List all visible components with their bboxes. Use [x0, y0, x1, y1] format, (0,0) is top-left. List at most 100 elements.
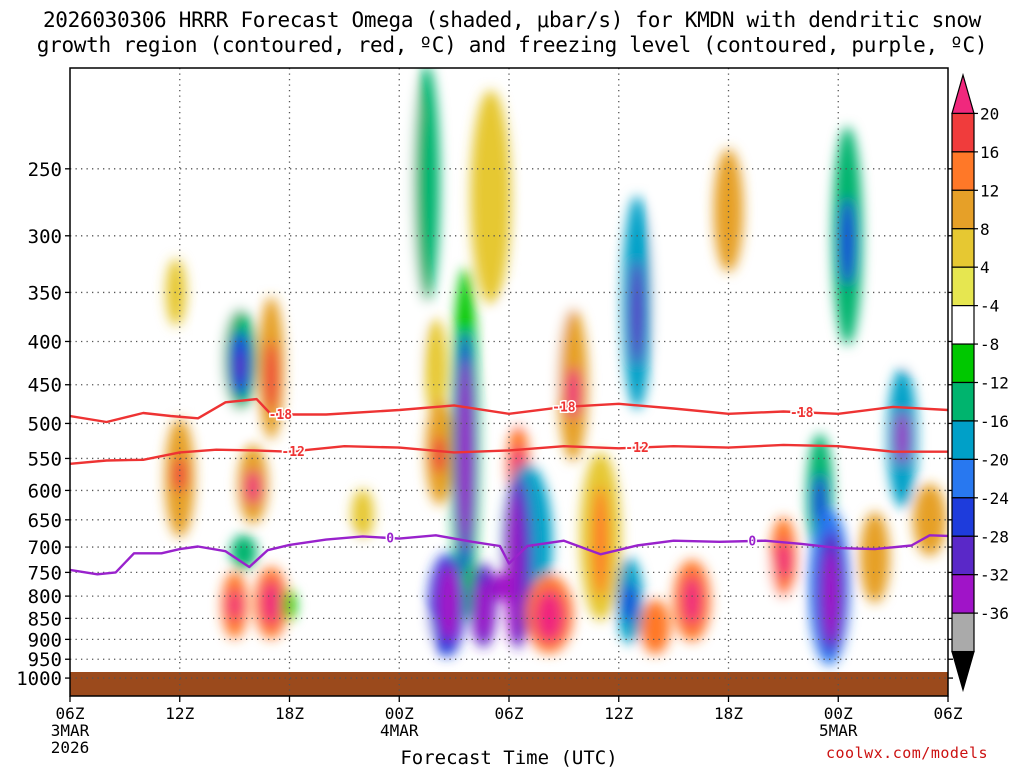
omega-cell [432, 436, 447, 474]
omega-cell [230, 534, 257, 570]
omega-cell [623, 582, 637, 623]
omega-cell [173, 456, 187, 493]
y-tick-label: 700 [28, 537, 62, 559]
omega-cell [424, 318, 447, 418]
omega-cell [713, 148, 744, 273]
colorbar-segment [951, 305, 975, 345]
x-tick-label: 12Z [165, 704, 194, 723]
x-tick-year: 2026 [51, 738, 90, 757]
temperature-contours: -18 -18 -18 -12 -12 0 0 [70, 397, 948, 576]
y-tick-label: 550 [28, 448, 62, 470]
omega-cell [630, 260, 644, 365]
y-axis: 2503003504004505005506006507007508008509… [16, 159, 953, 690]
colorbar-label: -36 [980, 604, 1009, 623]
omega-cell [534, 590, 565, 643]
colorbar-segment [951, 228, 975, 268]
omega-cell [895, 106, 928, 366]
colorbar: 20 16 12 8 4 -4 -8 -12 -16 -20 -24 -28 -32 -36 [951, 72, 1009, 693]
colorbar-label: -24 [980, 489, 1009, 508]
omega-cell [497, 291, 539, 428]
omega-cell [823, 550, 839, 642]
x-tick-date: 4MAR [380, 721, 419, 740]
omega-cell [234, 351, 246, 382]
colorbar-arrow-top [951, 72, 975, 115]
colorbar-segment [951, 151, 975, 191]
colorbar-segment [951, 343, 975, 384]
colorbar-segment [951, 381, 975, 422]
colorbar-label: -8 [980, 335, 999, 354]
y-tick-label: 450 [28, 375, 62, 397]
omega-field [88, 68, 947, 666]
y-tick-label: 400 [28, 331, 62, 353]
omega-cell [534, 68, 576, 395]
contour-label: 0 [386, 532, 394, 547]
omega-cell [913, 483, 947, 556]
colorbar-label: 20 [980, 104, 999, 123]
x-tick-label: 18Z [275, 704, 304, 723]
contour-line--18 [70, 397, 948, 424]
x-tick-label: 06Z [56, 704, 85, 723]
colorbar-segment [951, 612, 975, 653]
omega-cell [365, 610, 434, 652]
y-tick-label: 950 [28, 649, 62, 671]
y-tick-label: 750 [28, 562, 62, 584]
colorbar-segment [951, 420, 975, 460]
contour-label: -18 [552, 400, 576, 415]
omega-cell [490, 573, 513, 601]
contour-label: -18 [790, 406, 814, 421]
colorbar-label: -12 [980, 374, 1009, 393]
omega-cell [264, 340, 278, 412]
contour-label: -12 [625, 441, 648, 456]
contour-line--12 [70, 443, 948, 465]
contour-label: -12 [281, 445, 304, 460]
y-tick-label: 850 [28, 608, 62, 630]
omega-cell [165, 258, 187, 326]
colorbar-segment [951, 189, 975, 230]
omega-cell [592, 486, 608, 598]
omega-cell [458, 360, 472, 551]
chart-title-line1: 2026030306 HRRR Forecast Omega (shaded, … [42, 8, 982, 32]
omega-cell [895, 411, 909, 465]
omega-cell [470, 90, 512, 304]
omega-cell [437, 564, 460, 642]
colorbar-segment [951, 112, 975, 153]
y-tick-label: 350 [28, 282, 62, 304]
omega-cell [261, 580, 281, 626]
omega-cell [505, 492, 521, 643]
chart-title-line2: growth region (contoured, red, ºC) and f… [36, 33, 988, 57]
colorbar-label: -32 [980, 566, 1009, 585]
x-tick-date: 3MAR [51, 721, 90, 740]
omega-cell [97, 339, 116, 462]
colorbar-label: 12 [980, 181, 999, 200]
omega-cell [319, 68, 370, 319]
omega-cell [860, 511, 890, 603]
colorbar-arrow-bottom [951, 650, 975, 693]
omega-cell [717, 382, 758, 494]
x-tick-date: 5MAR [819, 721, 858, 740]
x-tick-label: 18Z [714, 704, 743, 723]
colorbar-segment [951, 266, 975, 307]
colorbar-segment [951, 535, 975, 576]
x-axis-label: Forecast Time (UTC) [400, 747, 617, 768]
grid-lines [70, 68, 948, 696]
contour-line-0 [70, 534, 948, 576]
colorbar-segment [951, 574, 975, 614]
omega-cell [775, 540, 791, 580]
omega-cell [682, 575, 702, 626]
omega-cell [914, 599, 945, 655]
site-credit[interactable]: coolwx.com/models [826, 744, 989, 762]
omega-cell [282, 589, 297, 621]
omega-cell [351, 489, 374, 540]
omega-cell [245, 469, 261, 505]
colorbar-label: -28 [980, 527, 1009, 546]
y-tick-label: 800 [28, 586, 62, 608]
colorbar-label: -16 [980, 412, 1009, 431]
x-tick-label: 00Z [385, 704, 414, 723]
y-tick-label: 300 [28, 226, 62, 248]
omega-cell [374, 70, 425, 401]
x-tick-label: 06Z [934, 704, 963, 723]
x-tick-label: 12Z [604, 704, 633, 723]
omega-cell [228, 589, 242, 621]
